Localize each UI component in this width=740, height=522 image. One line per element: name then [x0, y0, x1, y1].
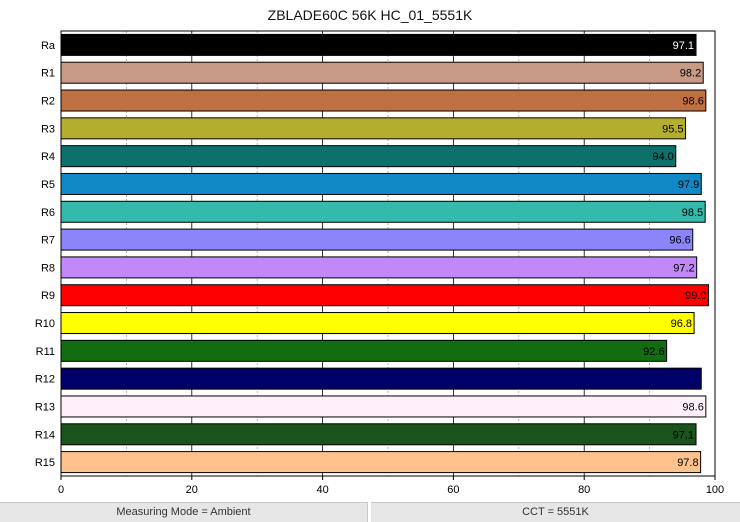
category-label: R10 [35, 318, 55, 330]
value-label: 98.2 [680, 68, 701, 80]
category-label: R8 [41, 262, 55, 274]
value-label: 96.6 [669, 235, 690, 247]
bar-r2 [60, 89, 707, 112]
bar-r6 [60, 200, 706, 223]
category-label: Ra [41, 40, 56, 52]
category-label: R4 [41, 151, 55, 163]
chart-title: ZBLADE60C 56K HC_01_5551K [267, 7, 473, 23]
category-label: R11 [36, 346, 55, 358]
x-tick-label: 20 [186, 484, 198, 496]
category-label: R9 [41, 290, 55, 302]
labels: Ra 97.1 R1 98.2 R2 98.6 R3 95.5 R4 94.0 R5 97.9 R6 98… [35, 40, 724, 496]
category-label: R15 [35, 457, 55, 469]
value-label: 92.6 [643, 346, 664, 358]
bars [60, 33, 709, 474]
category-label: R5 [41, 179, 55, 191]
bar-r13 [60, 395, 707, 418]
plot-frame [60, 30, 716, 477]
cct-status: CCT = 5551K [371, 502, 740, 522]
value-label: 97.1 [673, 40, 694, 52]
value-label: 97.1 [673, 429, 694, 441]
bar-r15 [60, 451, 702, 474]
value-label: 98.6 [682, 96, 703, 108]
value-label: 99.0 [685, 290, 706, 302]
value-label: 98.6 [682, 401, 703, 413]
bar-ra [60, 33, 697, 56]
value-label: 97.8 [677, 457, 698, 469]
value-label: 98.5 [682, 207, 703, 219]
x-tick-label: 0 [58, 484, 64, 496]
category-label: R14 [35, 429, 55, 441]
category-label: R7 [41, 235, 55, 247]
category-label: R1 [41, 68, 55, 80]
x-tick-label: 80 [578, 484, 590, 496]
bar-r9 [60, 284, 709, 307]
bar-r5 [60, 172, 702, 195]
category-label: R3 [41, 123, 55, 135]
bar-chart: Ra 97.1 R1 98.2 R2 98.6 R3 95.5 R4 94.0 R5 97.9 R6 98… [35, 30, 724, 496]
bar-r1 [60, 61, 704, 84]
bar-r8 [60, 256, 698, 279]
category-label: R13 [35, 401, 55, 413]
bar-r12 [60, 367, 702, 390]
x-tick-label: 60 [447, 484, 459, 496]
bar-r3 [60, 117, 687, 140]
value-label: 94.0 [652, 151, 673, 163]
value-label: 97.9 [678, 374, 699, 386]
category-label: R12 [35, 374, 55, 386]
value-label: 97.2 [673, 262, 694, 274]
bar-r7 [60, 228, 694, 251]
value-label: 95.5 [662, 123, 683, 135]
bar-r11 [60, 339, 668, 362]
category-label: R6 [41, 207, 55, 219]
value-label: 97.9 [678, 179, 699, 191]
value-label: 96.8 [671, 318, 692, 330]
bar-r4 [60, 145, 677, 168]
x-tick-label: 100 [706, 484, 724, 496]
category-label: R2 [41, 96, 55, 108]
x-tick-label: 40 [316, 484, 328, 496]
bar-r10 [60, 312, 695, 335]
measuring-mode-status: Measuring Mode = Ambient [0, 502, 368, 522]
bar-r14 [60, 423, 697, 446]
